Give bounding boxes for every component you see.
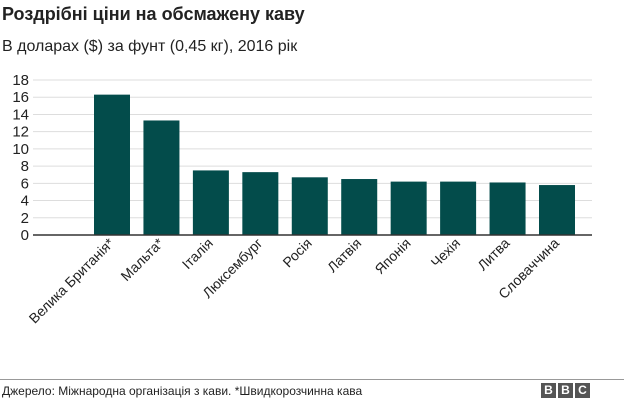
bbc-logo: B B C <box>541 383 590 398</box>
chart-subtitle: В доларах ($) за фунт (0,45 кг), 2016 рі… <box>2 38 298 55</box>
bar <box>291 177 328 235</box>
x-tick-label: Латвія <box>324 235 364 275</box>
x-tick-label: Японія <box>371 235 413 277</box>
x-tick-label: Чехія <box>428 235 464 271</box>
bbc-logo-letter: C <box>575 383 590 398</box>
bar <box>143 120 180 235</box>
bar <box>192 170 229 235</box>
y-tick-label: 8 <box>21 158 29 175</box>
y-tick-label: 18 <box>12 72 29 89</box>
bbc-logo-letter: B <box>541 383 556 398</box>
y-tick-label: 6 <box>21 175 29 192</box>
bar <box>341 179 378 235</box>
y-tick-label: 16 <box>12 89 29 106</box>
bbc-logo-letter: B <box>558 383 573 398</box>
y-tick-label: 12 <box>12 124 29 141</box>
footer-divider <box>0 379 624 380</box>
bar <box>242 172 279 235</box>
y-tick-label: 2 <box>21 210 29 227</box>
x-tick-label: Росія <box>279 235 314 270</box>
x-tick-label: Велика Британія* <box>26 234 118 326</box>
bar <box>489 182 526 235</box>
x-tick-label: Італія <box>179 235 216 272</box>
chart-title: Роздрібні ціни на обсмажену каву <box>2 4 305 24</box>
x-tick-label: Литва <box>474 235 513 274</box>
bar <box>539 185 575 235</box>
y-tick-label: 14 <box>12 106 29 123</box>
bar <box>390 181 427 235</box>
bar <box>94 94 130 235</box>
y-tick-label: 4 <box>21 193 29 210</box>
y-tick-label: 0 <box>21 227 29 244</box>
y-tick-label: 10 <box>12 141 29 158</box>
source-note: Джерело: Міжнародна організація з кави. … <box>2 384 363 398</box>
bars <box>94 94 575 235</box>
bar <box>440 181 477 235</box>
x-tick-label: Мальта* <box>117 234 167 284</box>
